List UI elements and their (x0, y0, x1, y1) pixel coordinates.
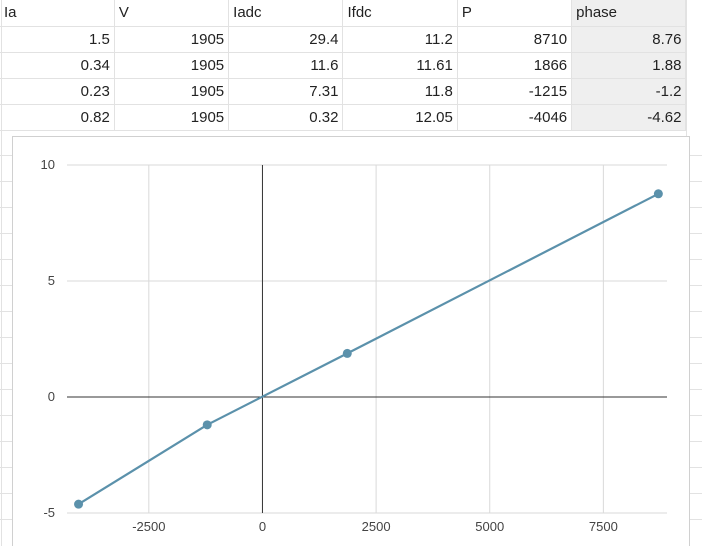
chart-tick-labels: 10 5 0 -5 -2500 0 2500 5000 7500 (41, 157, 618, 534)
table-cell[interactable]: -4.62 (571, 104, 687, 131)
chart-gridlines (67, 164, 667, 514)
table-cell[interactable]: 1866 (457, 52, 573, 79)
x-tick-label: 7500 (589, 519, 618, 534)
data-point[interactable] (342, 348, 352, 358)
table-cell[interactable]: 11.2 (342, 26, 458, 53)
header-cell-v[interactable]: V (114, 0, 230, 27)
chart-series (74, 189, 663, 509)
table-cell[interactable]: -1215 (457, 78, 573, 105)
grid-line (1, 0, 2, 546)
table-cell[interactable]: 1905 (114, 52, 230, 79)
table-cell[interactable]: 0.23 (0, 78, 115, 105)
table-cell[interactable]: 1.88 (571, 52, 687, 79)
table-cell[interactable]: 8710 (457, 26, 573, 53)
table-cell[interactable]: 11.6 (228, 52, 344, 79)
embedded-chart[interactable]: 10 5 0 -5 -2500 0 2500 5000 7500 (12, 136, 690, 546)
table-cell[interactable]: 7.31 (228, 78, 344, 105)
table-row: 0.82 1905 0.32 12.05 -4046 -4.62 (0, 104, 687, 131)
line-chart: 10 5 0 -5 -2500 0 2500 5000 7500 (41, 157, 667, 534)
table-cell[interactable]: 11.61 (342, 52, 458, 79)
table-cell[interactable]: 1.5 (0, 26, 115, 53)
data-point[interactable] (202, 420, 212, 430)
table-cell[interactable]: 1905 (114, 104, 230, 131)
table-cell[interactable]: 0.32 (228, 104, 344, 131)
y-tick-label: -5 (43, 505, 55, 520)
table-cell[interactable]: 1905 (114, 26, 230, 53)
y-tick-label: 10 (41, 157, 55, 172)
table-cell[interactable]: -4046 (457, 104, 573, 131)
series-line[interactable] (77, 192, 659, 506)
table-cell[interactable]: 8.76 (571, 26, 687, 53)
table-cell[interactable]: 29.4 (228, 26, 344, 53)
header-cell-ifdc[interactable]: Ifdc (342, 0, 458, 27)
table-row: 0.23 1905 7.31 11.8 -1215 -1.2 (0, 78, 687, 105)
x-tick-label: 0 (259, 519, 266, 534)
table-row: 1.5 1905 29.4 11.2 8710 8.76 (0, 26, 687, 53)
x-tick-label: -2500 (132, 519, 165, 534)
data-point[interactable] (653, 189, 663, 199)
table-cell[interactable]: 0.82 (0, 104, 115, 131)
x-tick-label: 5000 (475, 519, 504, 534)
table-cell[interactable]: 1905 (114, 78, 230, 105)
data-table: Ia V Iadc Ifdc P phase 1.5 1905 29.4 11.… (0, 0, 687, 131)
y-tick-label: 5 (48, 273, 55, 288)
header-cell-phase[interactable]: phase (571, 0, 687, 27)
header-cell-p[interactable]: P (457, 0, 573, 27)
header-cell-ia[interactable]: Ia (0, 0, 115, 27)
table-cell[interactable]: 12.05 (342, 104, 458, 131)
header-cell-iadc[interactable]: Iadc (228, 0, 344, 27)
data-point[interactable] (74, 499, 84, 509)
header-row: Ia V Iadc Ifdc P phase (0, 0, 687, 27)
chart-axes (67, 165, 667, 513)
table-row: 0.34 1905 11.6 11.61 1866 1.88 (0, 52, 687, 79)
table-cell[interactable]: -1.2 (571, 78, 687, 105)
table-cell[interactable]: 11.8 (342, 78, 458, 105)
y-tick-label: 0 (48, 389, 55, 404)
table-cell[interactable]: 0.34 (0, 52, 115, 79)
x-tick-label: 2500 (362, 519, 391, 534)
